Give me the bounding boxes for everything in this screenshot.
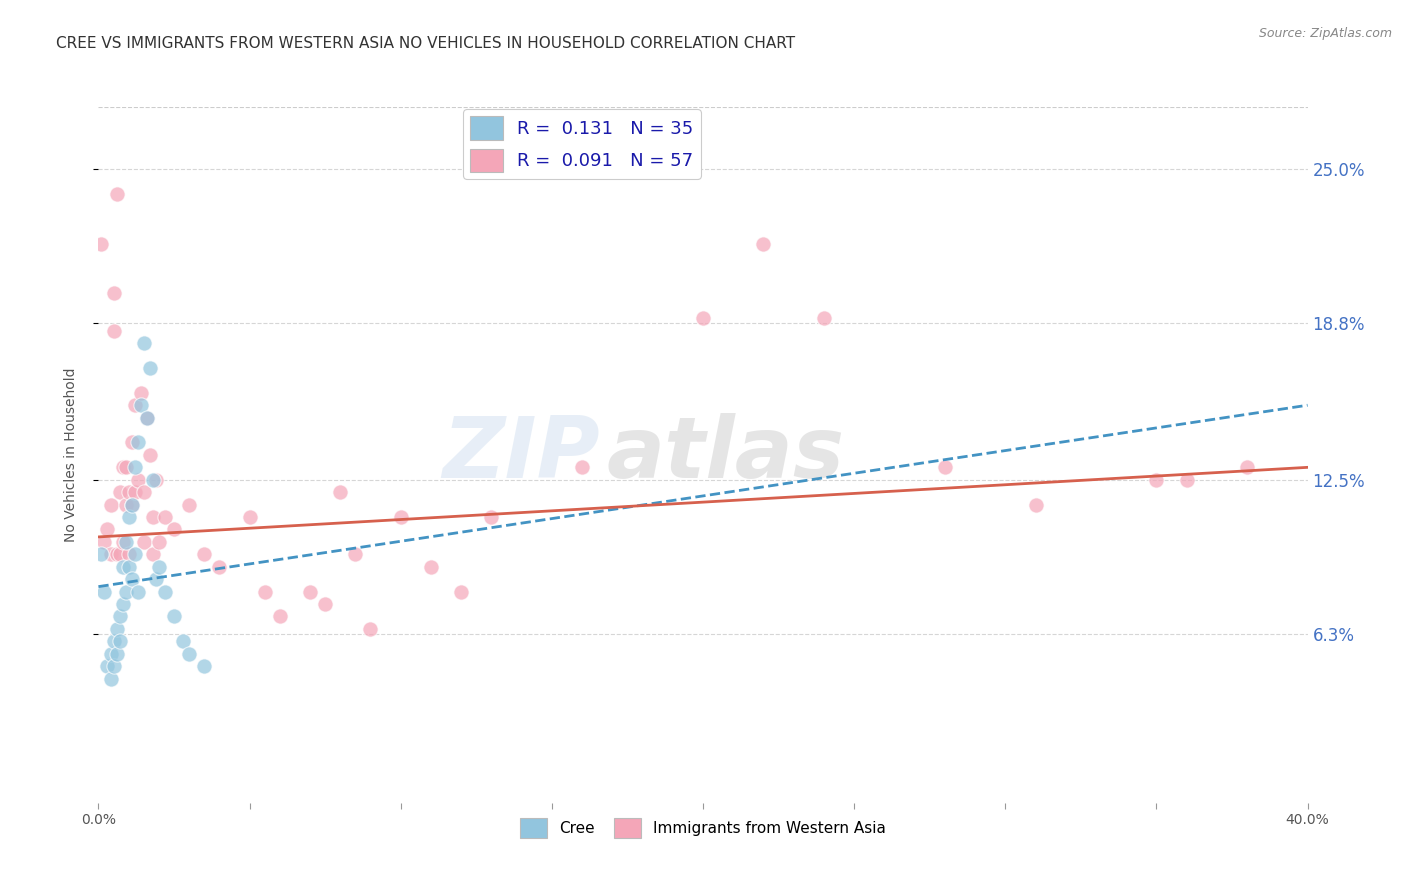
Point xyxy=(420,559,443,574)
Point xyxy=(124,460,146,475)
Point xyxy=(148,559,170,574)
Point xyxy=(360,622,382,636)
Point xyxy=(105,187,128,202)
Point xyxy=(105,647,128,661)
Point xyxy=(172,634,194,648)
Point xyxy=(145,572,167,586)
Point xyxy=(118,510,141,524)
Point xyxy=(132,485,155,500)
Point xyxy=(121,572,143,586)
Point xyxy=(93,584,115,599)
Point xyxy=(114,584,136,599)
Point xyxy=(132,336,155,351)
Point xyxy=(108,634,131,648)
Point xyxy=(1024,498,1046,512)
Point xyxy=(100,498,122,512)
Point xyxy=(111,460,134,475)
Point xyxy=(114,498,136,512)
Point xyxy=(111,597,134,611)
Point xyxy=(148,534,170,549)
Text: atlas: atlas xyxy=(606,413,845,497)
Point xyxy=(96,523,118,537)
Point xyxy=(103,634,125,648)
Point xyxy=(934,460,956,475)
Point xyxy=(105,622,128,636)
Point xyxy=(121,435,143,450)
Point xyxy=(90,236,112,251)
Point xyxy=(103,286,125,301)
Point xyxy=(121,498,143,512)
Point xyxy=(314,597,336,611)
Point xyxy=(118,547,141,561)
Point xyxy=(299,584,322,599)
Point xyxy=(142,547,165,561)
Point xyxy=(103,659,125,673)
Point xyxy=(269,609,291,624)
Point xyxy=(135,410,157,425)
Point xyxy=(124,547,146,561)
Point xyxy=(163,609,186,624)
Text: ZIP: ZIP xyxy=(443,413,600,497)
Point xyxy=(127,473,149,487)
Point xyxy=(100,647,122,661)
Point xyxy=(153,584,176,599)
Point xyxy=(124,485,146,500)
Point xyxy=(389,510,412,524)
Point xyxy=(114,460,136,475)
Point xyxy=(145,473,167,487)
Point xyxy=(118,559,141,574)
Point xyxy=(253,584,276,599)
Point xyxy=(571,460,593,475)
Point xyxy=(179,498,201,512)
Point xyxy=(139,360,162,375)
Point xyxy=(129,385,152,400)
Point xyxy=(127,584,149,599)
Point xyxy=(1144,473,1167,487)
Point xyxy=(127,435,149,450)
Point xyxy=(1236,460,1258,475)
Point xyxy=(103,324,125,338)
Point xyxy=(329,485,352,500)
Text: CREE VS IMMIGRANTS FROM WESTERN ASIA NO VEHICLES IN HOUSEHOLD CORRELATION CHART: CREE VS IMMIGRANTS FROM WESTERN ASIA NO … xyxy=(56,36,796,51)
Point xyxy=(142,473,165,487)
Point xyxy=(142,510,165,524)
Point xyxy=(481,510,503,524)
Point xyxy=(139,448,162,462)
Point xyxy=(344,547,367,561)
Point xyxy=(111,534,134,549)
Y-axis label: No Vehicles in Household: No Vehicles in Household xyxy=(63,368,77,542)
Point xyxy=(100,547,122,561)
Point xyxy=(108,609,131,624)
Point xyxy=(1175,473,1198,487)
Text: Source: ZipAtlas.com: Source: ZipAtlas.com xyxy=(1258,27,1392,40)
Point xyxy=(124,398,146,412)
Point xyxy=(108,485,131,500)
Point xyxy=(105,547,128,561)
Point xyxy=(114,534,136,549)
Point xyxy=(752,236,775,251)
Point xyxy=(90,547,112,561)
Point xyxy=(132,534,155,549)
Point xyxy=(153,510,176,524)
Point xyxy=(111,559,134,574)
Point xyxy=(163,523,186,537)
Point xyxy=(193,659,215,673)
Point xyxy=(121,498,143,512)
Point xyxy=(93,534,115,549)
Point xyxy=(135,410,157,425)
Point xyxy=(450,584,472,599)
Point xyxy=(239,510,262,524)
Point xyxy=(193,547,215,561)
Point xyxy=(129,398,152,412)
Point xyxy=(179,647,201,661)
Point xyxy=(100,672,122,686)
Point xyxy=(118,485,141,500)
Point xyxy=(108,547,131,561)
Point xyxy=(96,659,118,673)
Point xyxy=(692,311,714,326)
Point xyxy=(208,559,231,574)
Legend: Cree, Immigrants from Western Asia: Cree, Immigrants from Western Asia xyxy=(513,812,893,844)
Point xyxy=(813,311,835,326)
